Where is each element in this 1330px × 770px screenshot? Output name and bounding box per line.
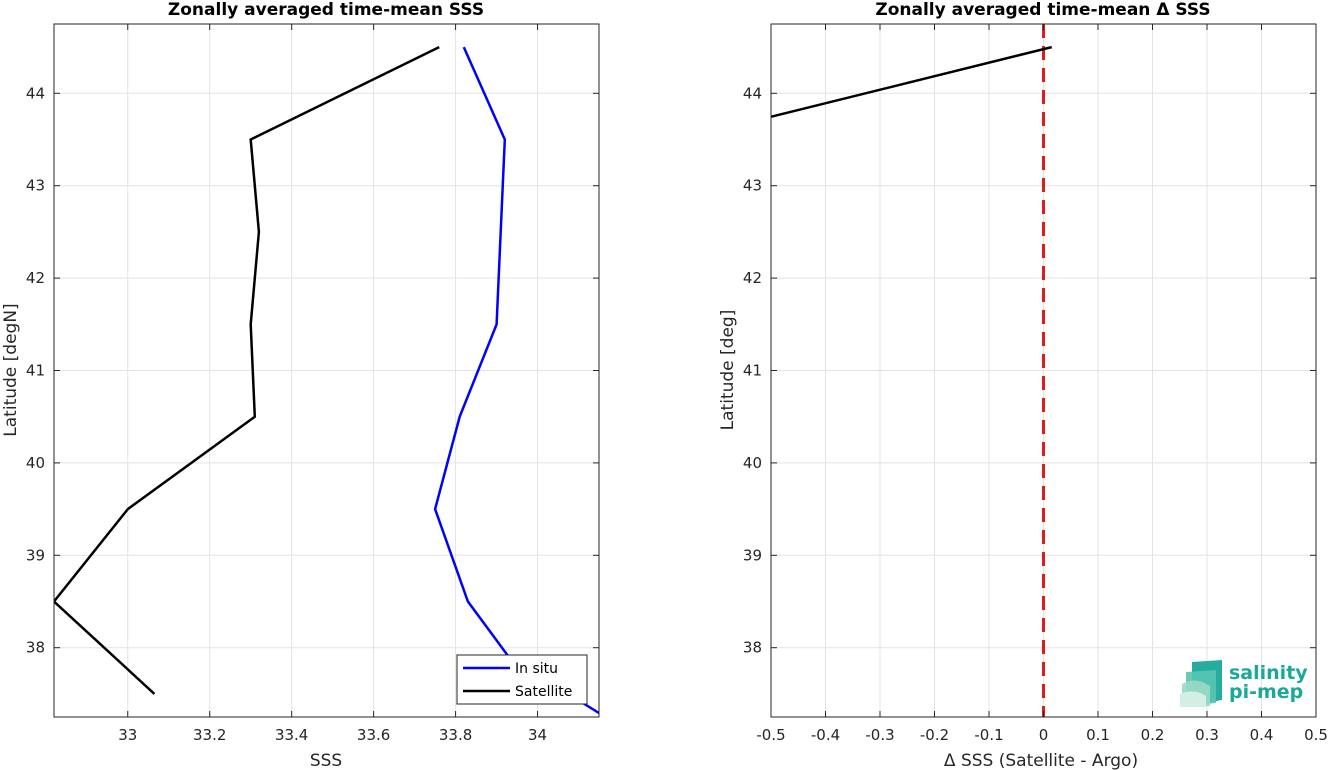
series-group bbox=[771, 24, 1053, 717]
x-tick-label: -0.5 bbox=[756, 726, 785, 744]
y-tick-label: 42 bbox=[743, 269, 762, 287]
x-axis-label: SSS bbox=[310, 751, 342, 770]
x-tick-label: -0.1 bbox=[974, 726, 1003, 744]
x-tick-label: -0.3 bbox=[865, 726, 894, 744]
y-axis-label: Latitude [degN] bbox=[1, 303, 21, 436]
x-tick-label: 0.5 bbox=[1304, 726, 1328, 744]
y-axis-label: Latitude [deg] bbox=[718, 310, 738, 431]
x-tick-label: 0.4 bbox=[1250, 726, 1274, 744]
y-tick-label: 40 bbox=[26, 454, 45, 472]
series-group bbox=[54, 45, 599, 715]
legend: In situ Satellite bbox=[456, 654, 588, 705]
y-tick-label: 38 bbox=[743, 639, 762, 657]
x-tick-label: 33.4 bbox=[275, 726, 308, 744]
x-tick-label: 33.6 bbox=[357, 726, 390, 744]
legend-box bbox=[456, 654, 588, 705]
series-line-satellite bbox=[54, 45, 440, 695]
sss-profile-chart: 33 33.2 33.4 33.6 33.8 34 38 39 40 41 42 43 44 Zona… bbox=[1, 0, 600, 770]
logo-line-2: pi-mep bbox=[1229, 681, 1303, 703]
grid-lines bbox=[54, 24, 599, 717]
series-line-in-situ bbox=[433, 46, 599, 715]
y-tick-label: 39 bbox=[26, 546, 45, 564]
y-tick-label: 44 bbox=[743, 84, 762, 102]
salinity-pimep-logo: salinity pi-mep bbox=[1180, 660, 1308, 707]
series-line-delta bbox=[771, 45, 1053, 119]
y-tick-label: 39 bbox=[743, 546, 762, 564]
y-tick-label: 44 bbox=[26, 84, 45, 102]
x-tick-label: 0.2 bbox=[1141, 726, 1165, 744]
x-tick-label: 0.3 bbox=[1195, 726, 1219, 744]
chart-title: Zonally averaged time-mean Δ SSS bbox=[875, 0, 1210, 20]
chart-title: Zonally averaged time-mean SSS bbox=[168, 0, 484, 20]
logo-line-1: salinity bbox=[1229, 662, 1308, 684]
y-tick-labels: 38 39 40 41 42 43 44 bbox=[743, 84, 762, 656]
x-tick-label: 33.2 bbox=[193, 726, 226, 744]
y-tick-label: 40 bbox=[743, 454, 762, 472]
x-tick-label: 0 bbox=[1039, 726, 1049, 744]
wave-logo-icon bbox=[1180, 660, 1222, 707]
y-tick-label: 43 bbox=[26, 177, 45, 195]
tick-marks bbox=[770, 24, 1317, 717]
y-tick-label: 41 bbox=[743, 362, 762, 380]
y-tick-label: 38 bbox=[26, 639, 45, 657]
legend-label-in-situ: In situ bbox=[515, 661, 558, 677]
tick-marks bbox=[54, 24, 599, 717]
x-tick-labels: 33 33.2 33.4 33.6 33.8 34 bbox=[118, 726, 547, 744]
grid-lines bbox=[770, 24, 1317, 717]
x-axis-label: Δ SSS (Satellite - Argo) bbox=[944, 751, 1138, 770]
x-tick-label: -0.4 bbox=[811, 726, 840, 744]
x-tick-label: 34 bbox=[528, 726, 547, 744]
y-tick-label: 43 bbox=[743, 177, 762, 195]
x-tick-label: -0.2 bbox=[920, 726, 949, 744]
x-tick-label: 33.8 bbox=[439, 726, 472, 744]
y-tick-label: 41 bbox=[26, 362, 45, 380]
y-tick-labels: 38 39 40 41 42 43 44 bbox=[26, 84, 45, 656]
y-tick-label: 42 bbox=[26, 269, 45, 287]
legend-label-satellite: Satellite bbox=[515, 684, 572, 700]
x-tick-labels: -0.5 -0.4 -0.3 -0.2 -0.1 0 0.1 0.2 0.3 0.4 0.5 bbox=[756, 726, 1328, 744]
delta-sss-chart: -0.5 -0.4 -0.3 -0.2 -0.1 0 0.1 0.2 0.3 0.4 0.5 383… bbox=[718, 0, 1328, 770]
x-tick-label: 33 bbox=[118, 726, 137, 744]
x-tick-label: 0.1 bbox=[1086, 726, 1110, 744]
